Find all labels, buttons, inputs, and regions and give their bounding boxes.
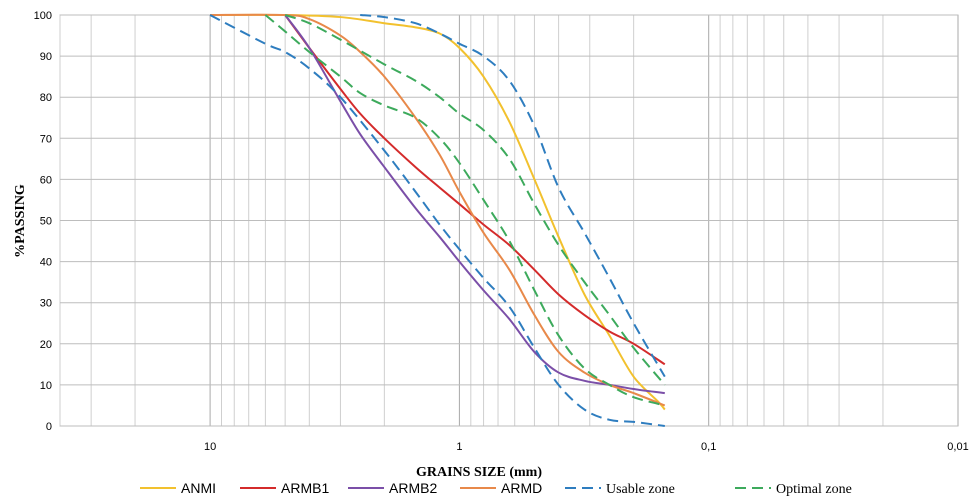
legend-item-armd: ARMD: [460, 480, 542, 496]
x-tick-label: 10: [204, 441, 216, 453]
legend-item-usable-zone: Usable zone: [565, 482, 675, 497]
y-tick-label: 80: [40, 92, 52, 104]
series-line-armb2: [284, 14, 665, 395]
x-tick-label: 0,01: [947, 441, 968, 453]
series-line-optimal-zone-upper: [284, 14, 666, 386]
series-line-armd: [210, 13, 666, 407]
legend-label: ARMD: [501, 480, 542, 496]
legend-label: Usable zone: [606, 482, 675, 497]
y-tick-label: 30: [40, 298, 52, 310]
x-axis-title: GRAINS SIZE (mm): [416, 465, 542, 480]
legend-label: ARMB2: [389, 480, 437, 496]
y-tick-label: 20: [40, 339, 52, 351]
y-tick-label: 60: [40, 174, 52, 186]
legend-item-armb2: ARMB2: [348, 480, 437, 496]
y-tick-label: 50: [40, 216, 52, 228]
grid: [59, 14, 959, 427]
y-tick-labels: 0 10 20 30 40 50 60 70 80 90 100: [34, 10, 52, 433]
series-line-usable-zone-upper: [360, 14, 666, 378]
x-tick-label: 0,1: [701, 441, 716, 453]
series-layer: [209, 13, 666, 427]
legend-item-armb1: ARMB1: [240, 480, 329, 496]
legend-item-anmi: ANMI: [140, 480, 216, 496]
y-tick-label: 0: [46, 421, 52, 433]
y-axis-title: %PASSING: [13, 184, 28, 258]
legend-label: Optimal zone: [776, 482, 852, 497]
legend-label: ANMI: [181, 480, 216, 496]
y-tick-label: 40: [40, 257, 52, 269]
series-line-anmi: [210, 13, 666, 411]
y-tick-label: 100: [34, 10, 52, 22]
x-tick-labels: 10 1 0,1 0,01: [204, 441, 969, 453]
series-line-optimal-zone: [264, 14, 666, 407]
y-tick-label: 90: [40, 51, 52, 63]
series-line-usable-zone: [209, 14, 665, 427]
y-tick-label: 10: [40, 380, 52, 392]
x-tick-label: 1: [456, 441, 462, 453]
legend-item-optimal-zone: Optimal zone: [735, 482, 852, 497]
y-tick-label: 70: [40, 133, 52, 145]
legend-label: ARMB1: [281, 480, 329, 496]
legend: ANMI ARMB1 ARMB2 ARMD Usable zone Optimal zon…: [140, 480, 852, 497]
